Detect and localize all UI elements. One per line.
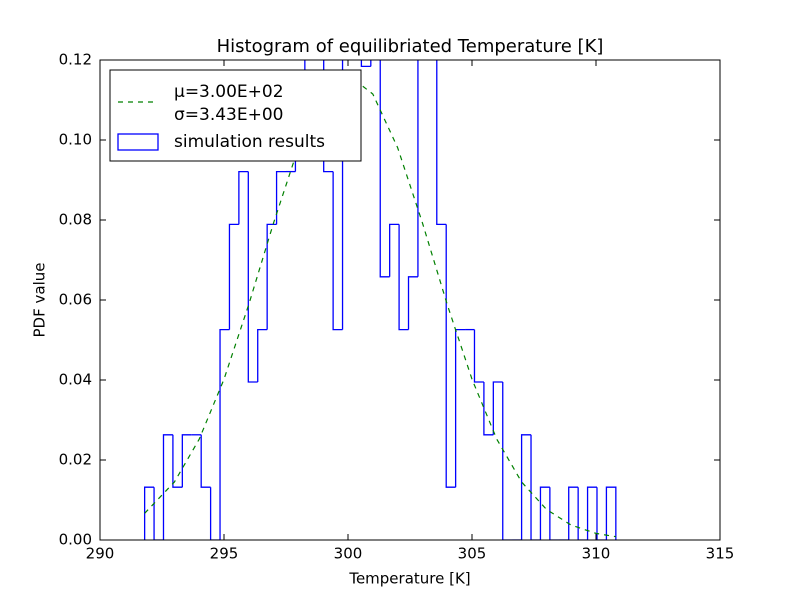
legend-label: μ=3.00E+02: [174, 82, 284, 102]
histogram-bin: [379, 60, 390, 278]
histogram-bin: [238, 170, 249, 225]
histogram-bin: [172, 434, 183, 488]
histogram-bin: [539, 486, 550, 540]
x-tick-label: 290: [86, 545, 115, 563]
histogram-bin: [568, 486, 579, 540]
histogram-bin: [483, 382, 494, 436]
histogram-bin: [143, 486, 155, 540]
histogram-bin: [360, 60, 371, 68]
histogram-bin: [520, 434, 532, 540]
y-tick-label: 0.02: [59, 451, 92, 469]
histogram-bin: [275, 170, 286, 225]
legend-label: σ=3.43E+00: [174, 105, 284, 125]
histogram-bin: [209, 487, 221, 540]
histogram-bin: [181, 434, 192, 488]
x-tick-label: 310: [582, 545, 611, 563]
y-tick-label: 0.08: [59, 211, 92, 229]
histogram-bin: [445, 224, 456, 488]
histogram-bin: [549, 487, 560, 540]
chart-title: Histogram of equilibriated Temperature […: [217, 36, 604, 57]
histogram-bin: [228, 223, 239, 330]
x-tick-label: 305: [458, 545, 487, 563]
y-tick-label: 0.06: [59, 291, 92, 309]
histogram-bin: [473, 329, 484, 383]
histogram-bin: [200, 434, 211, 488]
fit-curve: [144, 74, 616, 538]
y-axis-label: PDF value: [31, 263, 49, 338]
histogram-bin: [398, 224, 409, 331]
y-tick-label: 0.00: [59, 531, 92, 549]
histogram-bin: [586, 486, 597, 540]
y-tick-label: 0.10: [59, 131, 92, 149]
histogram-bin: [596, 487, 607, 540]
plot-area: [143, 60, 617, 540]
x-axis-label: Temperature [K]: [348, 570, 470, 588]
histogram-bin: [332, 171, 343, 331]
histogram-bin: [341, 60, 344, 330]
histogram-bin: [257, 328, 268, 382]
histogram-bin: [605, 486, 617, 540]
histogram-bin: [502, 382, 513, 540]
histogram-bin: [492, 381, 503, 435]
histogram-bin: [247, 171, 258, 383]
x-tick-label: 315: [706, 545, 735, 563]
histogram-bin: [417, 60, 419, 277]
histogram-bin: [407, 276, 418, 330]
histogram-bin: [577, 487, 588, 540]
histogram-bin: [389, 223, 400, 277]
legend-label: simulation results: [174, 132, 325, 152]
histogram-bin: [162, 434, 173, 540]
y-tick-label: 0.04: [59, 371, 92, 389]
axes: 290 295 300 305 310 315 0.00 0.02 0.04 0.06 0.08 0.…: [59, 51, 735, 563]
legend-swatch: [117, 133, 159, 151]
histogram-bin: [530, 434, 541, 540]
legend: μ=3.00E+02 σ=3.43E+00 simulation results: [109, 69, 362, 162]
histogram-bin: [323, 60, 334, 173]
x-tick-label: 300: [334, 545, 363, 563]
histogram-bin: [153, 487, 164, 540]
histogram-bin: [219, 328, 230, 540]
legend-box: [109, 69, 362, 162]
x-tick-label: 295: [210, 545, 239, 563]
histogram-bin: [436, 60, 447, 226]
y-tick-label: 0.12: [59, 51, 92, 69]
